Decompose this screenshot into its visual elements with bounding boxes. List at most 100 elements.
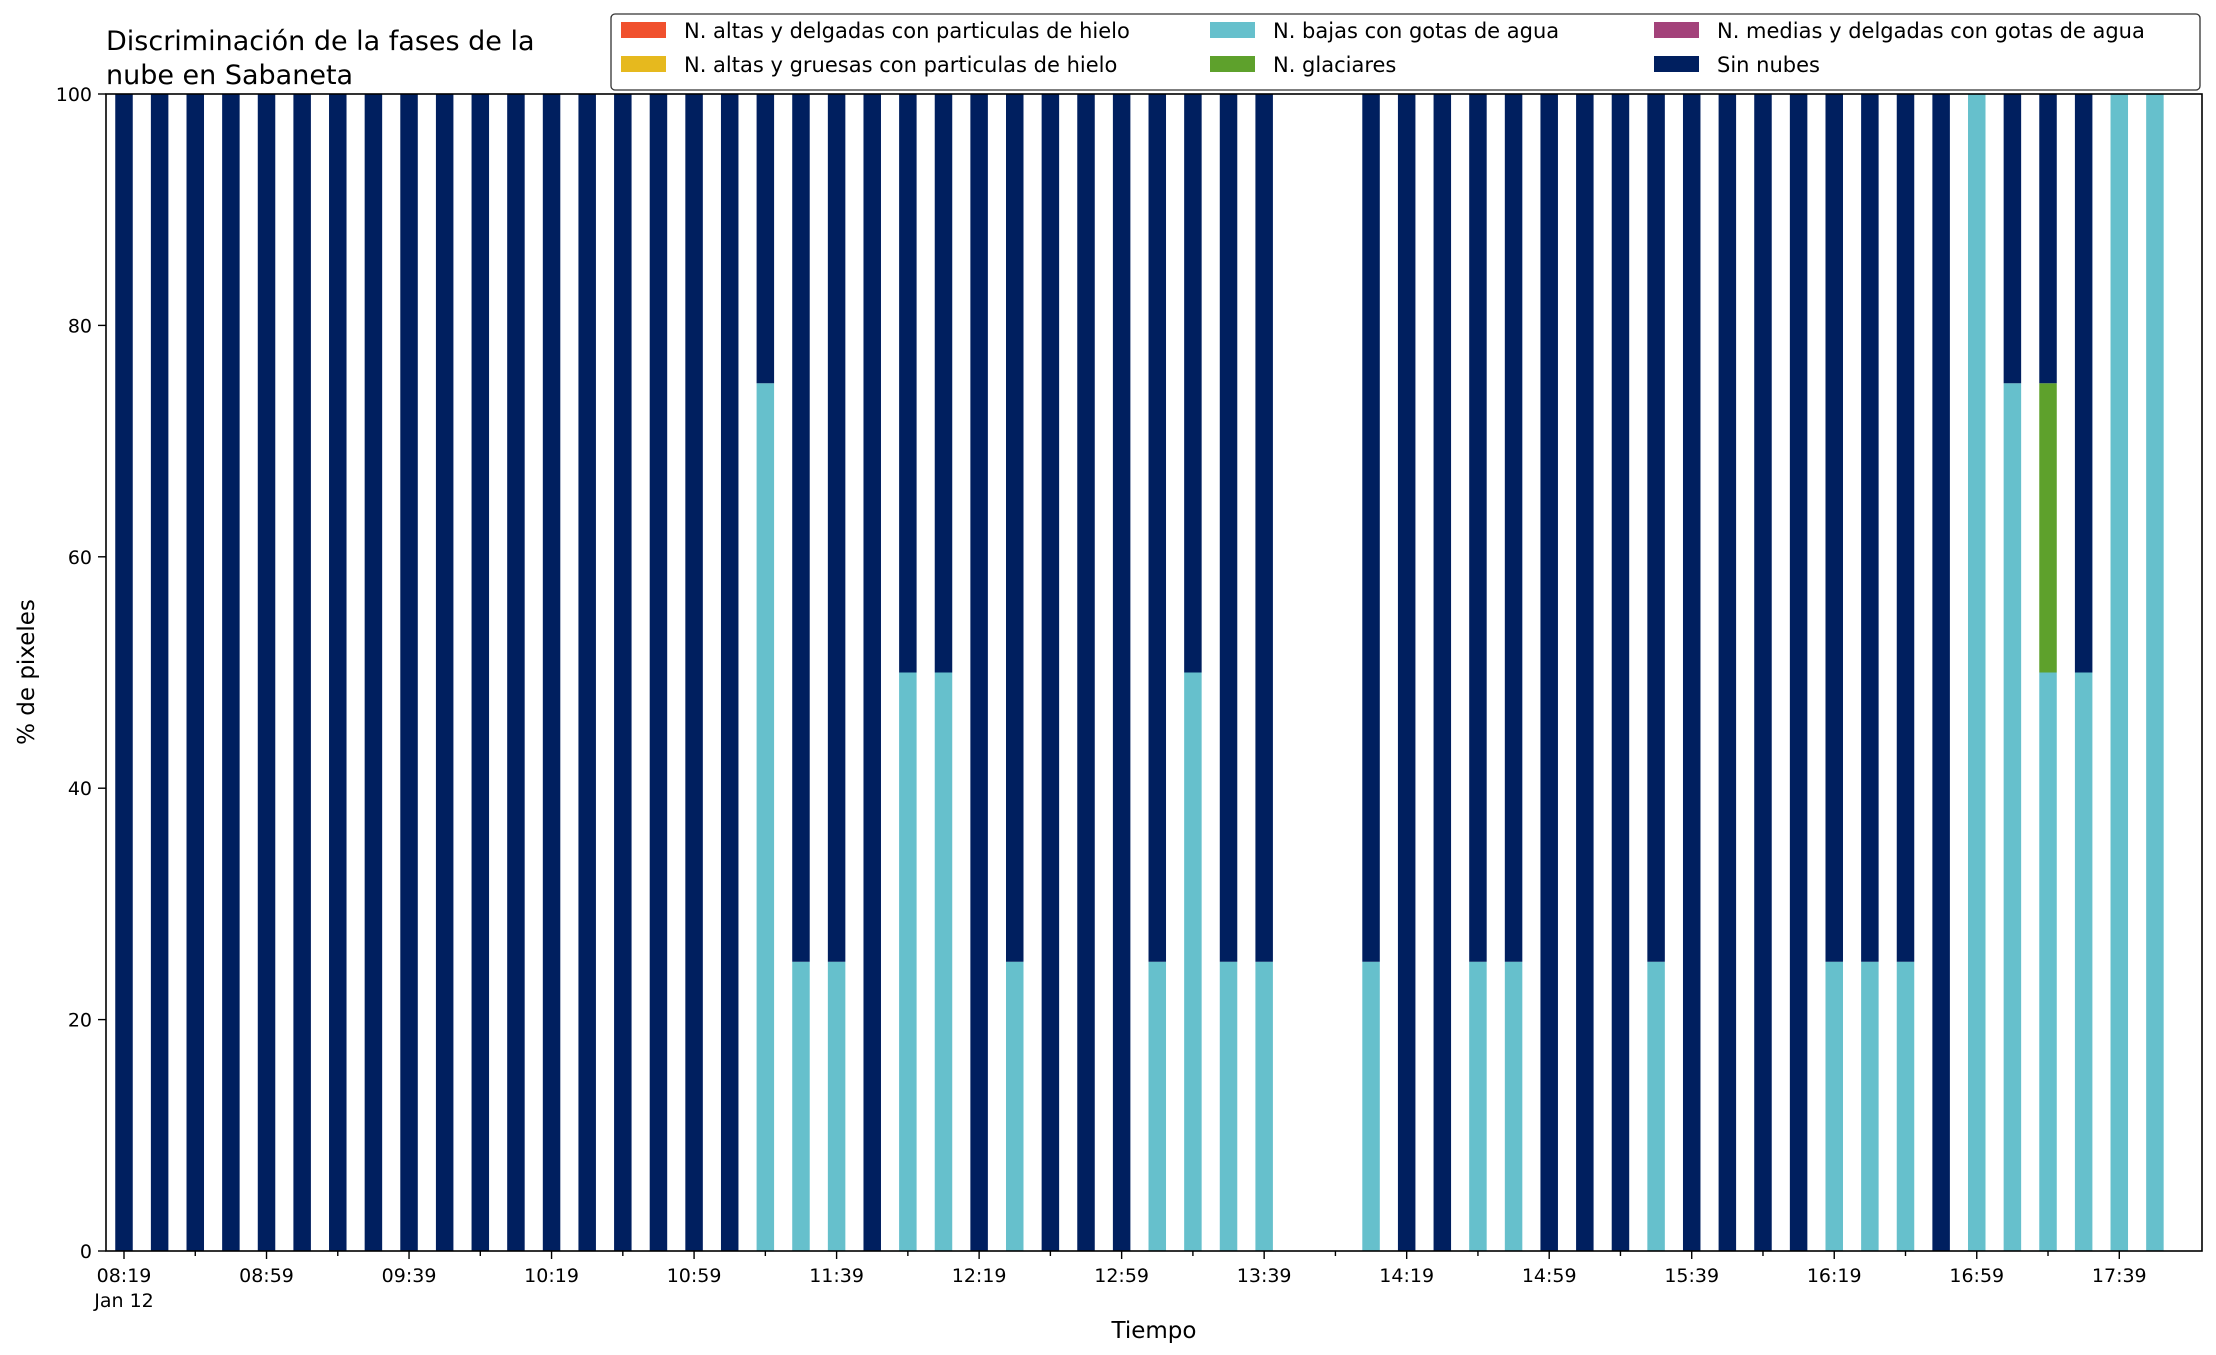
bar-segment-sin_nubes-14 bbox=[614, 94, 632, 1251]
bar-segment-sin_nubes-30 bbox=[1184, 94, 1202, 673]
bar-segment-sin_nubes-37 bbox=[1433, 94, 1452, 1251]
legend-swatch-medias_agua bbox=[1654, 22, 1699, 38]
bar-segment-agua_bajas-48 bbox=[1825, 961, 1843, 1251]
bar-segment-sin_nubes-3 bbox=[222, 94, 240, 1251]
bar-segment-glaciares-54 bbox=[2039, 383, 2057, 673]
y-axis-label: % de pixeles bbox=[14, 599, 40, 745]
bar-segment-sin_nubes-25 bbox=[1006, 94, 1024, 962]
legend-label-agua_bajas: N. bajas con gotas de agua bbox=[1273, 19, 1559, 43]
y-tick-label-40: 40 bbox=[68, 778, 92, 800]
bar-segment-agua_bajas-32 bbox=[1255, 961, 1273, 1251]
bar-segment-sin_nubes-42 bbox=[1611, 94, 1630, 1251]
x-tick-label-11: 15:39 bbox=[1664, 1265, 1719, 1287]
bar-segment-sin_nubes-22 bbox=[899, 94, 917, 673]
bar-segment-sin_nubes-12 bbox=[542, 94, 561, 1251]
x-tick-label-14: 17:39 bbox=[2092, 1265, 2147, 1287]
x-tick-label-6: 12:19 bbox=[952, 1265, 1007, 1287]
bar-segment-agua_bajas-19 bbox=[792, 961, 810, 1251]
x-tick-label-1: 08:59 bbox=[239, 1265, 294, 1287]
bar-segment-sin_nubes-39 bbox=[1504, 94, 1523, 962]
x-tick-label-0: 08:19 bbox=[97, 1265, 152, 1287]
bar-segment-agua_bajas-22 bbox=[899, 672, 917, 1251]
y-tick-label-80: 80 bbox=[68, 315, 92, 337]
x-axis: 08:19 Jan 12 08:59 09:39 10:19 10:59 11:39 12:1… bbox=[93, 1251, 2147, 1312]
bar-segment-sin_nubes-46 bbox=[1754, 94, 1772, 1251]
bar-segment-sin_nubes-5 bbox=[293, 94, 311, 1251]
bar-segment-agua_bajas-29 bbox=[1148, 961, 1167, 1251]
bar-segment-sin_nubes-1 bbox=[150, 94, 169, 1251]
bar-segment-sin_nubes-0 bbox=[115, 94, 133, 1251]
legend-label-hielo_delgadas: N. altas y delgadas con particulas de hi… bbox=[684, 19, 1130, 43]
bar-segment-sin_nubes-45 bbox=[1718, 94, 1737, 1251]
bar-segment-sin_nubes-55 bbox=[2074, 94, 2093, 673]
bar-segment-sin_nubes-44 bbox=[1682, 94, 1701, 1251]
legend-label-sin_nubes: Sin nubes bbox=[1717, 53, 1820, 77]
bar-segment-sin_nubes-23 bbox=[934, 94, 953, 673]
chart-title-line-1: Discriminación de la fases de la bbox=[106, 26, 535, 57]
x-tick-label-10: 14:59 bbox=[1522, 1265, 1577, 1287]
legend: N. altas y delgadas con particulas de hi… bbox=[610, 13, 2201, 91]
y-axis: 0 20 40 60 80 100 bbox=[56, 84, 106, 1263]
bars-layer bbox=[115, 94, 2164, 1251]
bar-segment-sin_nubes-28 bbox=[1112, 94, 1131, 1251]
bar-segment-sin_nubes-7 bbox=[364, 94, 383, 1251]
legend-label-medias_agua: N. medias y delgadas con gotas de agua bbox=[1717, 19, 2145, 43]
y-tick-label-60: 60 bbox=[68, 547, 92, 569]
bar-segment-sin_nubes-18 bbox=[756, 94, 775, 384]
bar-segment-sin_nubes-4 bbox=[257, 94, 276, 1251]
legend-label-hielo_gruesas: N. altas y gruesas con particulas de hie… bbox=[684, 53, 1117, 77]
bar-segment-agua_bajas-31 bbox=[1219, 961, 1238, 1251]
bar-segment-sin_nubes-8 bbox=[400, 94, 418, 1251]
bar-segment-agua_bajas-50 bbox=[1896, 961, 1915, 1251]
bar-segment-sin_nubes-20 bbox=[827, 94, 846, 962]
bar-segment-sin_nubes-48 bbox=[1825, 94, 1843, 962]
bar-segment-sin_nubes-35 bbox=[1362, 94, 1380, 962]
chart-title: Discriminación de la fases de la nube en… bbox=[106, 26, 543, 91]
bar-segment-sin_nubes-51 bbox=[1932, 94, 1950, 1251]
bar-segment-sin_nubes-24 bbox=[970, 94, 988, 1251]
x-tick-date-label: Jan 12 bbox=[93, 1290, 154, 1312]
bar-segment-agua_bajas-55 bbox=[2074, 672, 2093, 1251]
y-tick-label-0: 0 bbox=[80, 1241, 92, 1263]
bar-segment-agua_bajas-53 bbox=[2003, 383, 2022, 1251]
x-tick-label-8: 13:39 bbox=[1237, 1265, 1292, 1287]
bar-segment-sin_nubes-6 bbox=[329, 94, 347, 1251]
x-tick-label-4: 10:59 bbox=[667, 1265, 722, 1287]
bar-segment-sin_nubes-43 bbox=[1647, 94, 1665, 962]
legend-swatch-sin_nubes bbox=[1654, 56, 1699, 72]
bar-segment-sin_nubes-15 bbox=[649, 94, 668, 1251]
chart-title-line-2: nube en Sabaneta bbox=[106, 60, 353, 91]
bar-segment-agua_bajas-54 bbox=[2039, 672, 2057, 1251]
x-tick-label-3: 10:19 bbox=[524, 1265, 579, 1287]
bar-segment-agua_bajas-38 bbox=[1469, 961, 1487, 1251]
bar-segment-sin_nubes-32 bbox=[1255, 94, 1273, 962]
bar-segment-agua_bajas-25 bbox=[1006, 961, 1024, 1251]
bar-segment-sin_nubes-13 bbox=[578, 94, 596, 1251]
bar-segment-sin_nubes-2 bbox=[186, 94, 205, 1251]
bar-segment-sin_nubes-53 bbox=[2003, 94, 2022, 384]
legend-swatch-glaciares bbox=[1210, 56, 1255, 72]
bar-segment-agua_bajas-56 bbox=[2110, 94, 2129, 1251]
y-tick-label-20: 20 bbox=[68, 1010, 92, 1032]
bar-segment-sin_nubes-40 bbox=[1540, 94, 1558, 1251]
bar-segment-agua_bajas-20 bbox=[827, 961, 846, 1251]
bar-segment-sin_nubes-27 bbox=[1077, 94, 1095, 1251]
bar-segment-sin_nubes-49 bbox=[1861, 94, 1879, 962]
bar-segment-agua_bajas-57 bbox=[2146, 94, 2164, 1251]
y-tick-label-100: 100 bbox=[56, 84, 92, 106]
plot-frame bbox=[105, 93, 2203, 1252]
bar-segment-sin_nubes-31 bbox=[1219, 94, 1238, 962]
bar-segment-agua_bajas-39 bbox=[1504, 961, 1523, 1251]
x-tick-label-9: 14:19 bbox=[1379, 1265, 1434, 1287]
bar-segment-sin_nubes-17 bbox=[720, 94, 739, 1251]
legend-swatch-hielo_gruesas bbox=[621, 56, 666, 72]
bar-segment-sin_nubes-26 bbox=[1041, 94, 1060, 1251]
bar-segment-sin_nubes-11 bbox=[507, 94, 525, 1251]
bar-segment-sin_nubes-9 bbox=[435, 94, 454, 1251]
bar-segment-agua_bajas-43 bbox=[1647, 961, 1665, 1251]
legend-label-glaciares: N. glaciares bbox=[1273, 53, 1396, 77]
legend-swatch-agua_bajas bbox=[1210, 22, 1255, 38]
bar-segment-sin_nubes-50 bbox=[1896, 94, 1915, 962]
x-tick-label-12: 16:19 bbox=[1807, 1265, 1862, 1287]
